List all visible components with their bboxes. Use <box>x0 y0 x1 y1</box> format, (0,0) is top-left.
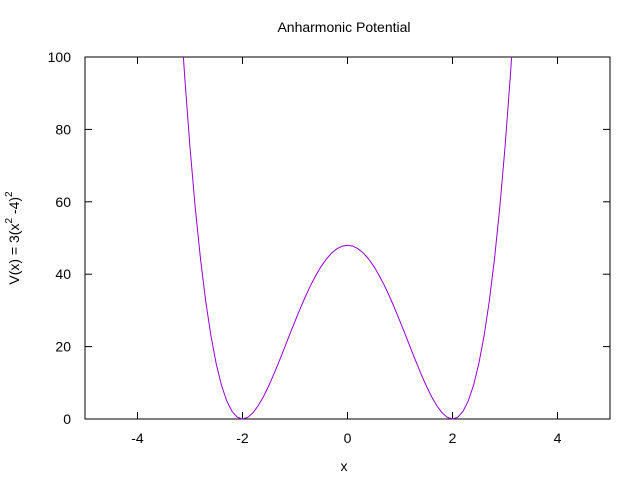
x-tick-label: -4 <box>131 430 144 446</box>
y-tick-label: 0 <box>63 411 71 427</box>
y-tick-label: 20 <box>55 339 71 355</box>
x-tick-label: 4 <box>554 430 562 446</box>
y-axis-label-sup1: 2 <box>4 218 15 224</box>
y-axis-label: V(x) = 3(x2 -4)2 <box>4 191 22 285</box>
y-axis-label-sup2: 2 <box>4 191 15 197</box>
x-tick-label: 2 <box>449 430 457 446</box>
x-axis-label: x <box>341 458 348 474</box>
y-tick-label: 100 <box>48 49 72 65</box>
x-tick-label: 0 <box>344 430 352 446</box>
x-tick-label: -2 <box>236 430 249 446</box>
x-axis-ticks: -4 -2 0 2 4 <box>131 57 562 446</box>
y-axis-label-mid: -4) <box>6 197 22 218</box>
series-line <box>182 56 513 420</box>
y-axis-label-base: V(x) = 3(x <box>6 224 22 285</box>
y-tick-label: 80 <box>55 121 71 137</box>
chart-title: Anharmonic Potential <box>277 19 410 35</box>
plot-frame <box>84 56 611 420</box>
y-axis-ticks: 0 20 40 60 80 100 <box>48 49 610 427</box>
y-tick-label: 40 <box>55 266 71 282</box>
y-tick-label: 60 <box>55 194 71 210</box>
